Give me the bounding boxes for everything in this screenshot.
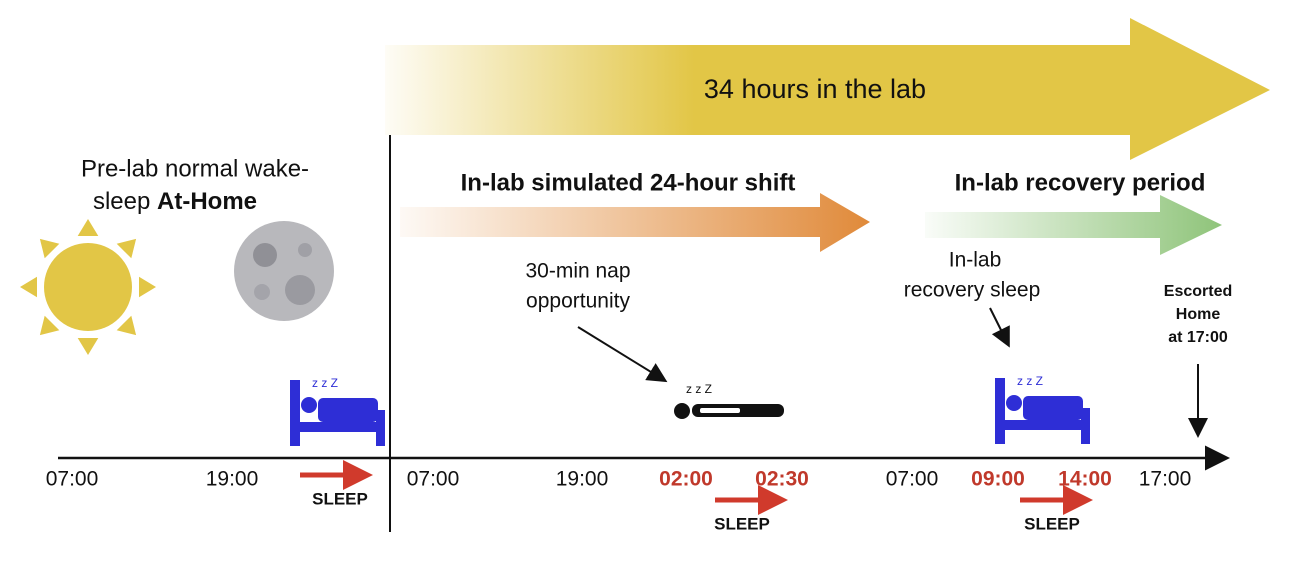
escorted-label: Escorted [1164,283,1232,300]
sleep-label: SLEEP [1024,514,1080,533]
sun-ray [77,219,99,236]
shift-arrow [400,193,870,252]
time-label: 14:00 [1058,468,1112,491]
shift-label: In-lab simulated 24-hour shift [461,169,796,196]
escorted-label: Home [1176,306,1221,323]
prelab-line: Pre-lab normal wake- [81,155,309,182]
sun-ray [39,315,60,336]
bed: z z Z [290,376,385,446]
time-label: 07:00 [407,468,460,491]
lab-arrow [385,18,1270,160]
recovery-arrow [925,195,1222,255]
time-label: 02:00 [659,468,713,491]
time-label: 17:00 [1139,468,1192,491]
sleep-label: SLEEP [312,489,368,508]
zzz: z z Z [1017,374,1043,388]
recovery-sleep-label: recovery sleep [904,279,1041,302]
nap-label: 30-min nap [525,260,630,283]
banner: 34 hours in the lab [704,74,926,104]
sun-ray [77,338,99,355]
escorted-label: at 17:00 [1168,329,1228,346]
prelab-bold: At-Home [157,188,257,215]
sun-ray [139,276,156,298]
sun-ray [116,238,137,259]
prelab-line: sleep At-Home [93,188,257,215]
sleeping-person: z z Z [674,382,784,419]
pointer [989,307,1010,348]
time-label: 19:00 [556,468,609,491]
sun-ray [20,276,37,298]
nap-label: opportunity [526,290,630,313]
zzz: z z Z [312,376,338,390]
time-label: 02:30 [755,468,809,491]
moon [234,221,334,321]
zzz: z z Z [686,382,712,396]
sun [20,219,156,355]
pointer [577,326,668,383]
recovery-label: In-lab recovery period [955,169,1206,196]
sleep-label: SLEEP [714,514,770,533]
time-label: 07:00 [46,468,99,491]
bed: z z Z [995,374,1090,444]
prelab-line: sleep [93,188,150,215]
sun-ray [116,315,137,336]
recovery-sleep-label: In-lab [949,249,1002,272]
sun-ray [39,238,60,259]
time-label: 09:00 [971,468,1025,491]
time-label: 19:00 [206,468,259,491]
time-label: 07:00 [886,468,939,491]
